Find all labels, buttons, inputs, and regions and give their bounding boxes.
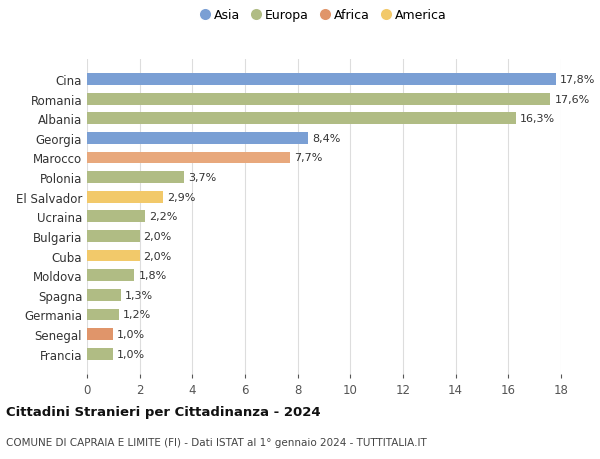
Text: 1,0%: 1,0% bbox=[117, 349, 145, 359]
Bar bbox=[87, 133, 308, 145]
Bar bbox=[87, 191, 163, 203]
Bar bbox=[87, 250, 140, 262]
Text: 2,0%: 2,0% bbox=[143, 251, 172, 261]
Text: COMUNE DI CAPRAIA E LIMITE (FI) - Dati ISTAT al 1° gennaio 2024 - TUTTITALIA.IT: COMUNE DI CAPRAIA E LIMITE (FI) - Dati I… bbox=[6, 437, 427, 447]
Text: 7,7%: 7,7% bbox=[294, 153, 322, 163]
Text: 1,0%: 1,0% bbox=[117, 330, 145, 339]
Text: 3,7%: 3,7% bbox=[188, 173, 217, 183]
Bar bbox=[87, 230, 140, 242]
Text: 2,0%: 2,0% bbox=[143, 231, 172, 241]
Text: Cittadini Stranieri per Cittadinanza - 2024: Cittadini Stranieri per Cittadinanza - 2… bbox=[6, 405, 320, 419]
Legend: Asia, Europa, Africa, America: Asia, Europa, Africa, America bbox=[202, 9, 446, 22]
Text: 1,3%: 1,3% bbox=[125, 290, 154, 300]
Text: 2,9%: 2,9% bbox=[167, 192, 196, 202]
Text: 8,4%: 8,4% bbox=[312, 134, 341, 144]
Bar bbox=[87, 309, 119, 321]
Bar bbox=[87, 270, 134, 281]
Text: 16,3%: 16,3% bbox=[520, 114, 556, 124]
Text: 1,8%: 1,8% bbox=[139, 271, 167, 280]
Bar bbox=[87, 348, 113, 360]
Bar bbox=[87, 329, 113, 340]
Text: 1,2%: 1,2% bbox=[122, 310, 151, 320]
Bar bbox=[87, 152, 290, 164]
Bar bbox=[87, 211, 145, 223]
Bar bbox=[87, 172, 184, 184]
Text: 17,6%: 17,6% bbox=[554, 95, 590, 104]
Bar bbox=[87, 94, 550, 105]
Text: 17,8%: 17,8% bbox=[560, 75, 595, 85]
Bar bbox=[87, 113, 516, 125]
Bar bbox=[87, 74, 556, 86]
Text: 2,2%: 2,2% bbox=[149, 212, 177, 222]
Bar bbox=[87, 289, 121, 301]
